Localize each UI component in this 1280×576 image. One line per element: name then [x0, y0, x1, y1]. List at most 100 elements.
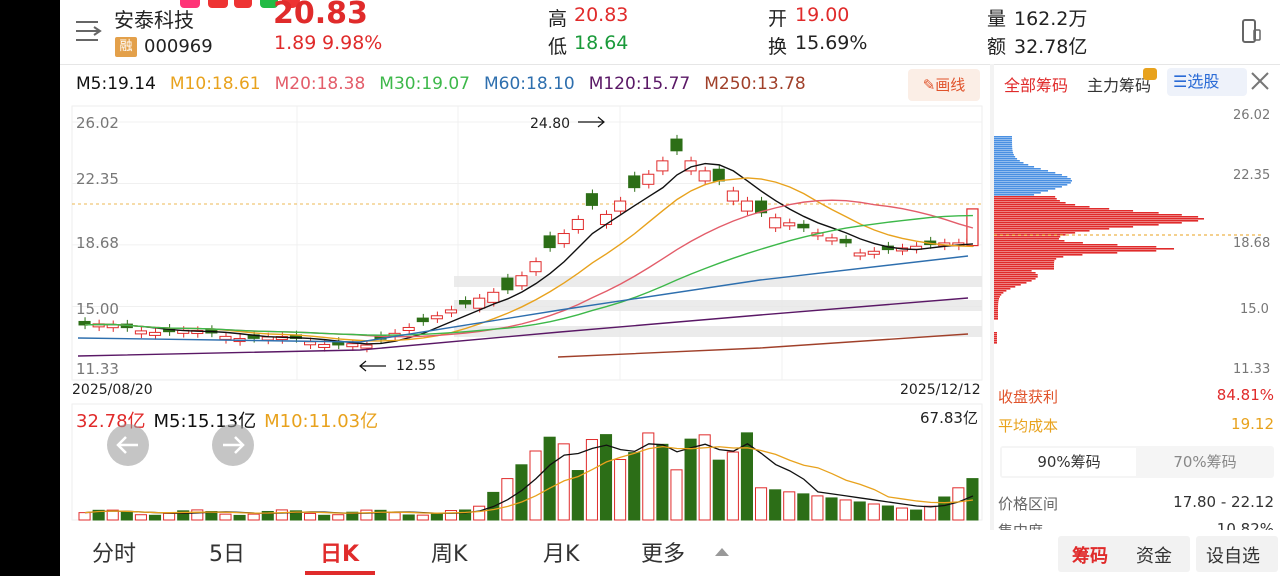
- volume-bar: [571, 470, 584, 521]
- volume-bar: [416, 514, 429, 521]
- ma250-label: M250:13.78: [704, 74, 806, 94]
- volume-bar: [839, 499, 852, 521]
- candle-body: [599, 213, 613, 225]
- stock-picker-button[interactable]: ☰选股: [1167, 68, 1247, 96]
- tab-monthly-k[interactable]: 月K: [543, 542, 580, 567]
- menu-icon[interactable]: [74, 18, 102, 44]
- volume-bar: [261, 510, 274, 521]
- candle-body: [487, 291, 500, 303]
- chip-bar: [994, 232, 1076, 234]
- add-watchlist-button[interactable]: 设自选: [1196, 536, 1278, 572]
- start-date: 2025/08/20: [72, 382, 153, 398]
- volume-bar: [910, 509, 923, 521]
- volume-chart[interactable]: [60, 400, 990, 525]
- chip-bar: [994, 236, 1061, 238]
- chip-bar: [994, 278, 1036, 280]
- ma60-label: M60:18.10: [484, 74, 575, 94]
- concentration-row: 集中度 10.82%: [998, 520, 1274, 532]
- chip-bar: [994, 200, 1060, 202]
- volume-bar: [684, 438, 697, 521]
- chip-bar: [994, 270, 1032, 272]
- kline-chart[interactable]: [60, 100, 990, 400]
- stock-picker-label: 选股: [1187, 72, 1220, 91]
- volume-bar: [853, 501, 866, 521]
- chip-bar: [994, 300, 999, 302]
- candle-body: [585, 193, 598, 206]
- ma120-label: M120:15.77: [588, 74, 691, 94]
- chip-bar: [994, 306, 999, 308]
- prev-arrow-button[interactable]: [107, 424, 149, 466]
- chip-bar: [994, 298, 1000, 300]
- chip-y-tick: 15.0: [1240, 302, 1269, 317]
- y-tick: 15.00: [76, 300, 119, 318]
- chip-bar: [994, 252, 1118, 254]
- tab-main-chips[interactable]: 主力筹码: [1087, 76, 1152, 95]
- volume-bar: [191, 509, 204, 521]
- candle-body: [656, 160, 669, 172]
- chip-bar: [994, 188, 1056, 190]
- volume-bar: [670, 469, 683, 521]
- low-value: 18.64: [574, 32, 629, 54]
- volume-label: 量: [987, 8, 1007, 30]
- next-arrow-button[interactable]: [212, 424, 254, 466]
- candle-body: [642, 173, 655, 185]
- volume-bar: [233, 514, 246, 521]
- chip-bar: [994, 214, 1182, 216]
- chip-bar: [994, 296, 1000, 298]
- volume-bar: [289, 510, 302, 521]
- chip-bar: [994, 292, 1004, 294]
- volume-bar: [712, 459, 725, 521]
- tab-weekly-k[interactable]: 周K: [431, 542, 468, 567]
- draw-line-button[interactable]: ✎画线: [908, 69, 980, 101]
- chip-bar: [994, 288, 1011, 290]
- ma-legend: M5:19.14 M10:18.61 M20:18.38 M30:19.07 M60:1…: [76, 74, 820, 94]
- chip-bar: [994, 316, 999, 318]
- volume-bar: [163, 512, 176, 521]
- volume-bar: [219, 513, 232, 521]
- volume-bar: [740, 432, 753, 521]
- chip-bar: [994, 220, 1199, 222]
- chips-button[interactable]: 筹码 资金: [1058, 536, 1190, 572]
- tab-daily-k[interactable]: 日K: [320, 542, 360, 567]
- avg-cost-label: 平均成本: [998, 417, 1059, 435]
- tab-all-chips[interactable]: 全部筹码: [1004, 76, 1069, 95]
- tab-5day[interactable]: 5日: [209, 542, 245, 567]
- chip-bar: [994, 334, 997, 336]
- volume-bar: [459, 509, 472, 521]
- chip-bar: [994, 208, 1110, 210]
- caret-up-icon[interactable]: [715, 548, 729, 556]
- volume-bar: [92, 509, 105, 521]
- low-annotation: 12.55: [396, 358, 437, 374]
- volume-bar: [867, 503, 880, 521]
- volume-bar: [811, 495, 824, 521]
- arrow-right-icon: [597, 116, 605, 128]
- volume-bar: [318, 514, 331, 521]
- chip-bar: [994, 342, 997, 344]
- toggle-70-chips[interactable]: 70%筹码: [1173, 453, 1237, 471]
- y-tick: 22.35: [76, 170, 119, 188]
- chip-bar: [994, 276, 1038, 278]
- margin-badge: 融: [115, 37, 137, 57]
- chip-bar: [994, 254, 1083, 256]
- candle-body: [219, 335, 232, 340]
- portrait-toggle-icon[interactable]: [1240, 18, 1262, 44]
- chip-bar: [994, 258, 1057, 260]
- candle-body: [360, 344, 373, 349]
- close-icon[interactable]: [1249, 70, 1271, 92]
- tab-more[interactable]: 更多: [641, 542, 686, 567]
- chip-bar: [994, 184, 1068, 186]
- candle-body: [628, 175, 641, 189]
- avg-cost-row: 平均成本 19.12: [998, 415, 1274, 436]
- ma20-label: M20:18.38: [274, 74, 366, 94]
- chip-bar: [994, 138, 1013, 140]
- pencil-icon: ✎: [922, 76, 936, 94]
- volume-bar: [895, 507, 909, 521]
- toggle-90-chips[interactable]: 90%筹码: [1002, 448, 1136, 476]
- tab-intraday[interactable]: 分时: [92, 542, 137, 567]
- volume-bar: [966, 478, 979, 521]
- lock-badge-icon: [1143, 68, 1157, 80]
- chip-bar: [994, 204, 1076, 206]
- candle-body: [839, 238, 852, 244]
- end-date: 2025/12/12: [900, 382, 981, 398]
- chip-bar: [994, 332, 997, 334]
